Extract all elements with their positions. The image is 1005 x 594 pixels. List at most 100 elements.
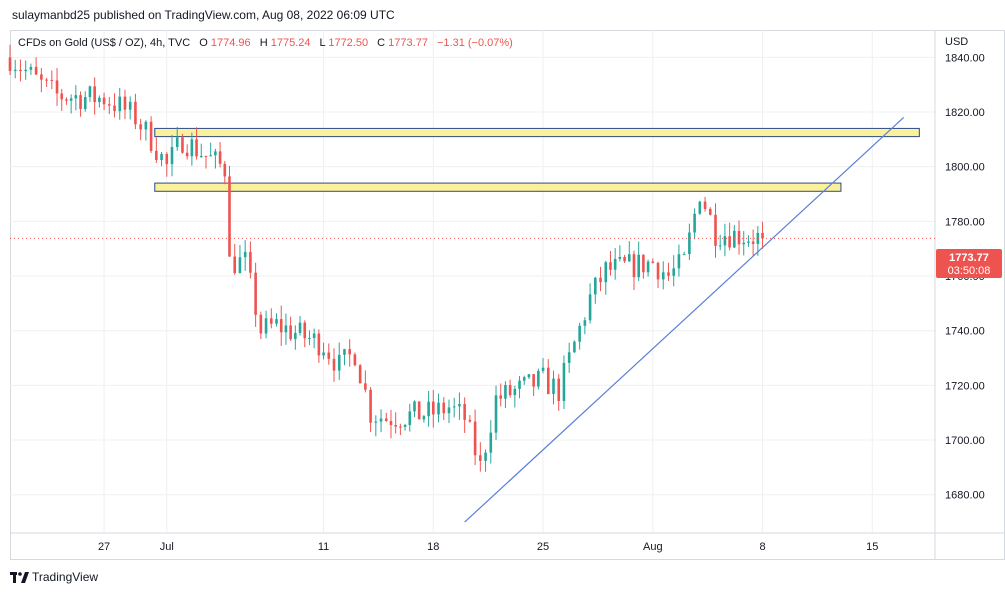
candle-body [379, 418, 383, 422]
candle-body [646, 261, 650, 273]
candle-body [552, 378, 555, 395]
candle-body [651, 261, 655, 263]
legend-change: −1.31 (−0.07%) [437, 37, 513, 49]
legend-close-value: 1773.77 [388, 37, 428, 49]
ohlc-legend: CFDs on Gold (US$ / OZ), 4h, TVC O 1774.… [18, 37, 513, 49]
candle-body [19, 69, 22, 72]
brand-name: TradingView [32, 570, 99, 584]
candle-body [369, 389, 372, 423]
legend-low-label: L [320, 37, 326, 49]
candle-body [233, 256, 237, 274]
time-tick-label: 8 [759, 541, 765, 553]
candle-body [88, 86, 92, 98]
candle-body [623, 256, 626, 262]
candlestick-series [8, 44, 764, 472]
legend-symbol: CFDs on Gold (US$ / OZ), 4h, TVC [18, 37, 190, 49]
candle-body [209, 155, 212, 157]
time-axis[interactable]: 27 Jul 11 18 25 Aug 8 15 [98, 541, 878, 553]
candle-body [269, 318, 273, 324]
candle-body [113, 105, 116, 112]
candle-body [327, 352, 331, 359]
candle-body [479, 455, 482, 461]
candle-body [204, 155, 208, 157]
candle-body [733, 230, 736, 248]
candle-body [422, 416, 426, 420]
candle-body [165, 153, 169, 165]
candle-body [128, 101, 132, 110]
candle-body [417, 401, 421, 420]
candle-body [312, 333, 316, 339]
candle-body [279, 319, 283, 333]
candle-body [594, 277, 597, 295]
candle-body [284, 325, 288, 333]
candle-body [504, 385, 507, 399]
time-tick-label: 15 [866, 541, 878, 553]
legend-high-label: H [260, 37, 268, 49]
candle-body [522, 377, 526, 381]
candle-body [688, 232, 691, 255]
candle-body [93, 86, 96, 103]
candle-body [518, 380, 521, 389]
legend-open-label: O [199, 37, 208, 49]
ascending-trendline[interactable] [464, 117, 905, 523]
price-tick-label: 1780.00 [945, 216, 985, 228]
candle-body [118, 96, 122, 112]
footer-bar: TradingView [0, 563, 1005, 594]
candle-body [60, 93, 64, 100]
resistance-zone [154, 182, 842, 192]
price-tick-label: 1840.00 [945, 52, 985, 64]
candle-body [185, 152, 189, 157]
tradingview-logo-icon [10, 572, 29, 583]
candle-body [107, 104, 111, 106]
time-tick-label: Aug [643, 541, 663, 553]
candle-body [508, 385, 512, 396]
candle-body [228, 184, 231, 257]
candle-body [747, 241, 750, 243]
candle-body [50, 79, 54, 81]
horizontal-zones[interactable] [154, 127, 920, 192]
candle-body [384, 418, 388, 422]
candle-body [69, 98, 73, 101]
candle-body [144, 121, 148, 130]
candle-body [190, 139, 194, 157]
candle-body [298, 322, 302, 333]
candle-body [527, 374, 531, 378]
candle-body [83, 97, 87, 110]
candle-body [223, 163, 227, 177]
candle-body [24, 69, 27, 72]
candle-body [742, 242, 746, 245]
candle-body [447, 407, 451, 414]
candle-body [364, 383, 367, 390]
candle-body [718, 245, 722, 247]
candle-body [452, 406, 456, 408]
legend-low-value: 1772.50 [328, 37, 368, 49]
grid-lines [10, 30, 935, 533]
price-axis[interactable]: 1680.001700.001720.001740.001760.001780.… [945, 52, 985, 501]
candle-body [181, 137, 184, 153]
candle-body [259, 314, 263, 334]
tradingview-brand[interactable]: TradingView [10, 563, 110, 591]
candle-body [458, 404, 461, 407]
candle-body [714, 214, 717, 246]
candle-body [160, 153, 163, 160]
price-tick-label: 1700.00 [945, 435, 985, 447]
candle-body [562, 362, 566, 402]
price-tick-label: 1720.00 [945, 380, 985, 392]
candle-body [537, 370, 540, 387]
candle-body [532, 374, 535, 387]
candle-body [578, 325, 581, 342]
publish-header: sulaymanbd25 published on TradingView.co… [0, 0, 1005, 30]
candle-body [337, 354, 341, 371]
candle-body [756, 232, 760, 244]
publish-info: sulaymanbd25 published on TradingView.co… [12, 8, 395, 22]
candle-body [468, 419, 472, 422]
candle-body [45, 79, 48, 81]
price-tick-label: 1740.00 [945, 326, 985, 338]
price-chart[interactable]: 1680.001700.001720.001740.001760.001780.… [0, 0, 1005, 562]
resistance-zone [154, 127, 920, 138]
candle-body [322, 352, 325, 356]
candle-body [254, 272, 257, 315]
candle-body [494, 395, 498, 433]
candle-body [604, 262, 608, 283]
candle-body [374, 421, 378, 423]
